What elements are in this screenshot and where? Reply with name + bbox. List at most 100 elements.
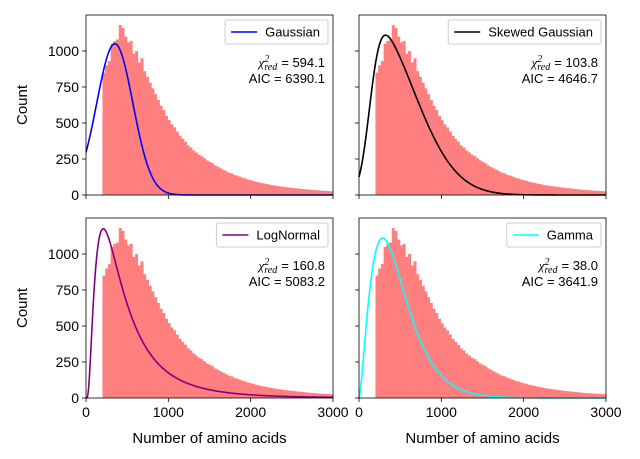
histogram-bar xyxy=(317,393,321,398)
histogram-bar xyxy=(402,40,406,195)
histogram-bar xyxy=(145,279,149,398)
histogram-bar xyxy=(429,302,433,398)
aic-annotation: AIC = 3641.9 xyxy=(522,274,598,289)
histogram-bar xyxy=(113,40,117,195)
histogram-bar xyxy=(156,99,160,195)
histogram-bar xyxy=(194,355,198,398)
histogram-bar xyxy=(194,152,198,195)
histogram-bar xyxy=(151,88,155,195)
histogram-bar xyxy=(327,191,331,195)
axes-frame xyxy=(85,14,334,196)
histogram-bar xyxy=(254,384,258,398)
histogram-bar xyxy=(197,154,201,195)
x-axis-title-right: Number of amino acids xyxy=(405,430,559,447)
histogram-bar xyxy=(565,391,569,398)
histogram-bar xyxy=(167,120,171,195)
histogram-bar xyxy=(265,184,269,195)
chi-symbol: χ xyxy=(257,258,265,273)
histogram-bar xyxy=(238,176,242,195)
histogram-bar xyxy=(408,254,412,398)
histogram-bar xyxy=(273,388,277,398)
histogram-bar xyxy=(257,385,261,398)
histogram-bar xyxy=(530,182,534,195)
histogram-bar xyxy=(397,239,401,398)
histogram-bar xyxy=(552,186,556,195)
histogram-bar xyxy=(424,88,428,195)
histogram-bar xyxy=(145,76,149,195)
histogram-bar xyxy=(489,369,493,398)
histogram-bar xyxy=(440,120,444,195)
histogram-bar xyxy=(230,173,234,195)
histogram-bar xyxy=(557,187,561,195)
histogram-bar xyxy=(440,323,444,398)
histogram-bar xyxy=(189,350,193,398)
panel-lognormal: 0 250 500 750 1000 0 1000 2000 3000 LogNormal χ2… xyxy=(48,217,349,420)
histogram-bar xyxy=(330,394,334,398)
histogram-bar xyxy=(213,165,217,195)
histogram-bar xyxy=(246,179,250,195)
y-tick-label: 0 xyxy=(71,390,79,406)
histogram-bar xyxy=(211,366,215,398)
histogram-bar xyxy=(462,350,466,398)
chi-subscript: red xyxy=(264,62,278,73)
histogram-bar xyxy=(235,175,239,195)
histogram-bar xyxy=(314,393,318,398)
histogram-bar xyxy=(298,391,302,398)
histogram-bar xyxy=(216,369,220,398)
histogram-bar xyxy=(571,188,575,195)
histogram-bar xyxy=(378,268,382,398)
histogram-bar xyxy=(116,39,120,196)
histogram-bar xyxy=(508,175,512,195)
histogram-bar xyxy=(235,378,239,398)
histogram-bar xyxy=(549,389,553,398)
histogram-bar xyxy=(251,180,255,195)
histogram-bar xyxy=(211,163,215,195)
histogram-bar xyxy=(116,242,120,398)
histogram-bar xyxy=(473,156,477,195)
histogram-bar xyxy=(427,297,431,398)
histogram-bar xyxy=(579,392,583,398)
histogram-bar xyxy=(143,71,147,195)
histogram-bar xyxy=(584,189,588,195)
histogram-bar xyxy=(421,82,425,195)
histogram-bar xyxy=(203,361,207,398)
histogram-bar xyxy=(287,390,291,398)
histogram-bar xyxy=(270,388,274,398)
histogram-bar xyxy=(486,368,490,398)
histogram-bar xyxy=(402,243,406,398)
histogram-bar xyxy=(173,127,177,195)
histogram-bar xyxy=(514,380,518,398)
histogram-bar xyxy=(459,348,463,398)
histogram-bar xyxy=(254,181,258,195)
histogram-bar xyxy=(268,387,272,398)
histogram-bar xyxy=(408,51,412,195)
histogram-bar xyxy=(325,393,329,398)
histogram-bar xyxy=(300,188,304,195)
histogram-bar xyxy=(137,265,141,398)
histogram-bar xyxy=(375,275,379,398)
histogram-bar xyxy=(598,190,602,195)
histogram-bar xyxy=(448,131,452,195)
histogram-bar xyxy=(262,183,266,195)
histogram-bar xyxy=(113,243,117,398)
histogram-bar xyxy=(554,389,558,398)
histogram-bar xyxy=(102,72,106,195)
y-tick-label: 750 xyxy=(56,282,80,298)
histogram-bar xyxy=(497,171,501,195)
histogram-bar xyxy=(110,246,114,398)
x-tick-label: 0 xyxy=(355,404,363,420)
x-tick-label: 1000 xyxy=(426,404,457,420)
histogram-bar xyxy=(386,243,390,398)
histogram-bar xyxy=(478,363,482,398)
histogram-bar xyxy=(492,371,496,398)
chi2-annotation: χ2 red = 103.8 xyxy=(530,54,598,73)
histogram-bar xyxy=(432,105,436,195)
histogram-bar xyxy=(375,72,379,195)
y-tick-label: 250 xyxy=(56,151,80,167)
chi2-annotation: χ2 red = 594.1 xyxy=(257,54,325,73)
histogram-bar xyxy=(416,274,420,398)
histogram-bar xyxy=(432,308,436,398)
histogram-bar xyxy=(148,285,152,398)
histogram-bar xyxy=(546,388,550,398)
histogram-bar xyxy=(541,387,545,398)
